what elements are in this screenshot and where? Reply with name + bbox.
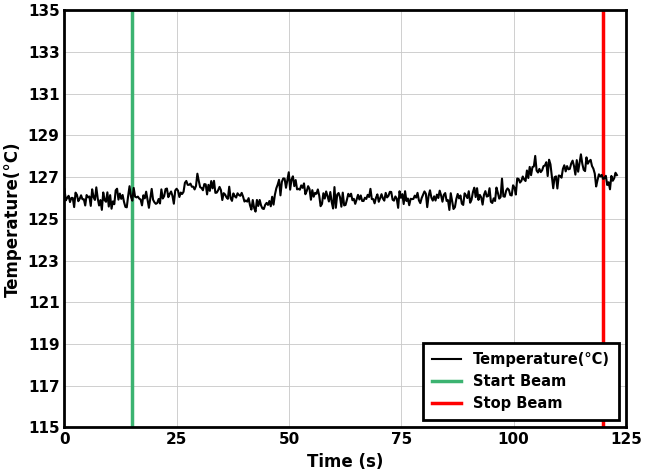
X-axis label: Time (s): Time (s) [307,453,383,471]
Temperature(°C) [410,196,417,202]
Temperature(°C) [461,190,468,196]
Temperature(°C) [127,194,135,200]
Temperature(°C) [577,152,585,157]
Temperature(°C) [281,176,289,181]
Temperature(°C) [463,195,471,201]
Line: Temperature(°C): Temperature(°C) [65,154,617,211]
Legend: Temperature(°C), Start Beam, Stop Beam: Temperature(°C), Start Beam, Stop Beam [423,343,619,420]
Temperature(°C) [252,209,260,214]
Temperature(°C) [240,199,248,204]
Temperature(°C) [61,186,68,192]
Temperature(°C) [613,172,621,178]
Y-axis label: Temperature(°C): Temperature(°C) [4,141,22,296]
